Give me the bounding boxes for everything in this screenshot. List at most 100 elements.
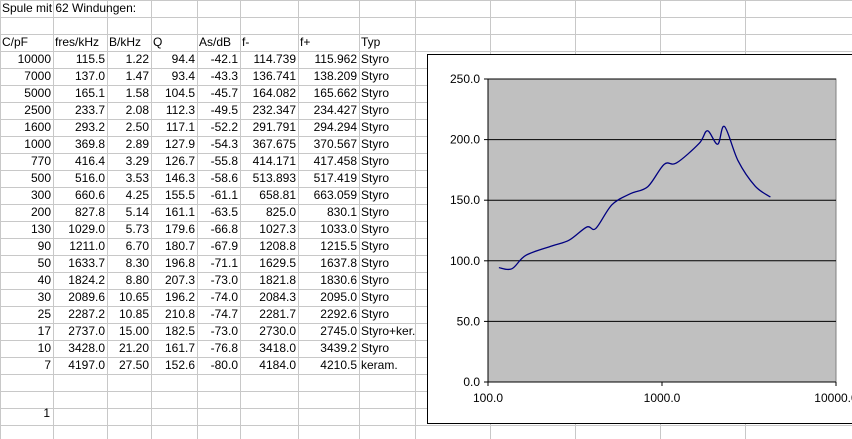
cell-f-plus[interactable]: 165.662 xyxy=(313,86,357,100)
cell-fres-khz[interactable]: 369.8 xyxy=(74,137,105,151)
cell-q[interactable]: 117.1 xyxy=(165,120,195,134)
cell-b-khz[interactable]: 1.22 xyxy=(125,52,149,66)
cell-as-db[interactable]: -67.9 xyxy=(210,239,238,253)
cell-f-plus[interactable]: 1033.0 xyxy=(320,222,357,236)
cell-c-pf[interactable]: 1600 xyxy=(24,120,51,134)
header-b-khz[interactable]: B/kHz xyxy=(109,35,142,49)
cell-b-khz[interactable]: 5.73 xyxy=(125,222,149,236)
cell-f-plus[interactable]: 517.419 xyxy=(313,171,357,185)
cell-f-minus[interactable]: 136.741 xyxy=(252,69,296,83)
cell-f-minus[interactable]: 414.171 xyxy=(252,154,296,168)
cell-c-pf[interactable]: 7 xyxy=(44,358,51,372)
cell-as-db[interactable]: -63.5 xyxy=(210,205,238,219)
cell-b-khz[interactable]: 8.80 xyxy=(125,273,149,287)
cell-typ[interactable]: Styro xyxy=(361,120,390,134)
cell-f-plus[interactable]: 417.458 xyxy=(313,154,357,168)
cell-q[interactable]: 196.8 xyxy=(164,256,195,270)
cell-fres-khz[interactable]: 165.1 xyxy=(74,86,105,100)
cell-q[interactable]: 161.7 xyxy=(164,341,195,355)
cell-f-minus[interactable]: 367.675 xyxy=(252,137,296,151)
cell-f-plus[interactable]: 1637.8 xyxy=(320,256,357,270)
cell-q[interactable]: 127.9 xyxy=(164,137,195,151)
cell-fres-khz[interactable]: 115.5 xyxy=(75,52,105,66)
cell-typ[interactable]: Styro xyxy=(361,69,390,83)
cell-f-plus[interactable]: 663.059 xyxy=(313,188,357,202)
cell-q[interactable]: 94.4 xyxy=(171,52,195,66)
cell-b-khz[interactable]: 27.50 xyxy=(118,358,149,372)
cell-q[interactable]: 179.6 xyxy=(164,222,195,236)
cell-typ[interactable]: Styro xyxy=(361,307,390,321)
cell-fres-khz[interactable]: 516.0 xyxy=(74,171,105,185)
cell-typ[interactable]: Styro+ker. xyxy=(361,324,416,338)
cell-typ[interactable]: Styro xyxy=(361,188,390,202)
cell-fres-khz[interactable]: 1633.7 xyxy=(68,256,105,270)
footer-cell[interactable]: 1 xyxy=(43,406,50,420)
cell-typ[interactable]: Styro xyxy=(361,137,390,151)
cell-fres-khz[interactable]: 1029.0 xyxy=(68,222,105,236)
cell-typ[interactable]: Styro xyxy=(361,154,390,168)
cell-typ[interactable]: Styro xyxy=(361,239,390,253)
cell-as-db[interactable]: -73.0 xyxy=(210,273,238,287)
cell-c-pf[interactable]: 7000 xyxy=(24,69,51,83)
cell-b-khz[interactable]: 2.89 xyxy=(125,137,149,151)
cell-c-pf[interactable]: 500 xyxy=(30,171,51,185)
cell-f-minus[interactable]: 3418.0 xyxy=(259,341,296,355)
sheet-title[interactable]: Spule mit 62 Windungen: xyxy=(2,1,137,15)
cell-as-db[interactable]: -66.8 xyxy=(210,222,238,236)
cell-c-pf[interactable]: 10 xyxy=(37,341,51,355)
cell-c-pf[interactable]: 300 xyxy=(30,188,51,202)
cell-c-pf[interactable]: 90 xyxy=(37,239,51,253)
cell-b-khz[interactable]: 1.58 xyxy=(125,86,149,100)
cell-f-minus[interactable]: 4184.0 xyxy=(259,358,296,372)
cell-fres-khz[interactable]: 2287.2 xyxy=(68,307,105,321)
header-fres-khz[interactable]: fres/kHz xyxy=(55,35,100,49)
cell-fres-khz[interactable]: 1824.2 xyxy=(68,273,105,287)
cell-b-khz[interactable]: 3.53 xyxy=(125,171,149,185)
cell-as-db[interactable]: -61.1 xyxy=(210,188,238,202)
cell-c-pf[interactable]: 2500 xyxy=(24,103,51,117)
cell-as-db[interactable]: -55.8 xyxy=(210,154,238,168)
cell-fres-khz[interactable]: 4197.0 xyxy=(68,358,105,372)
cell-c-pf[interactable]: 1000 xyxy=(24,137,51,151)
cell-typ[interactable]: Styro xyxy=(361,273,390,287)
cell-fres-khz[interactable]: 3428.0 xyxy=(68,341,105,355)
cell-as-db[interactable]: -54.3 xyxy=(210,137,238,151)
cell-fres-khz[interactable]: 827.8 xyxy=(74,205,105,219)
cell-c-pf[interactable]: 10000 xyxy=(17,52,51,66)
cell-q[interactable]: 126.7 xyxy=(164,154,195,168)
header-f-plus[interactable]: f+ xyxy=(300,35,311,49)
cell-f-minus[interactable]: 2281.7 xyxy=(259,307,296,321)
cell-typ[interactable]: Styro xyxy=(361,86,390,100)
cell-fres-khz[interactable]: 293.2 xyxy=(74,120,105,134)
cell-as-db[interactable]: -49.5 xyxy=(210,103,238,117)
cell-f-minus[interactable]: 164.082 xyxy=(252,86,296,100)
cell-as-db[interactable]: -43.3 xyxy=(210,69,238,83)
cell-typ[interactable]: Styro xyxy=(361,205,390,219)
cell-q[interactable]: 182.5 xyxy=(164,324,195,338)
cell-c-pf[interactable]: 17 xyxy=(37,324,51,338)
cell-b-khz[interactable]: 6.70 xyxy=(125,239,149,253)
cell-fres-khz[interactable]: 416.4 xyxy=(74,154,105,168)
cell-q[interactable]: 155.5 xyxy=(164,188,195,202)
cell-q[interactable]: 152.6 xyxy=(164,358,195,372)
cell-f-plus[interactable]: 138.209 xyxy=(313,69,357,83)
cell-as-db[interactable]: -71.1 xyxy=(210,256,238,270)
cell-typ[interactable]: Styro xyxy=(361,341,390,355)
cell-f-plus[interactable]: 1215.5 xyxy=(320,239,357,253)
cell-as-db[interactable]: -58.6 xyxy=(210,171,238,185)
cell-b-khz[interactable]: 3.29 xyxy=(125,154,149,168)
cell-f-plus[interactable]: 2745.0 xyxy=(320,324,357,338)
cell-as-db[interactable]: -74.0 xyxy=(210,290,238,304)
series-line[interactable] xyxy=(498,125,771,271)
cell-c-pf[interactable]: 50 xyxy=(37,256,51,270)
cell-as-db[interactable]: -74.7 xyxy=(210,307,238,321)
cell-f-plus[interactable]: 830.1 xyxy=(326,205,357,219)
cell-q[interactable]: 196.2 xyxy=(164,290,195,304)
cell-as-db[interactable]: -80.0 xyxy=(210,358,238,372)
header-c-pf[interactable]: C/pF xyxy=(2,35,29,49)
cell-b-khz[interactable]: 10.85 xyxy=(118,307,149,321)
cell-f-minus[interactable]: 1208.8 xyxy=(259,239,296,253)
cell-f-plus[interactable]: 294.294 xyxy=(313,120,357,134)
cell-c-pf[interactable]: 40 xyxy=(37,273,51,287)
cell-f-plus[interactable]: 3439.2 xyxy=(320,341,357,355)
